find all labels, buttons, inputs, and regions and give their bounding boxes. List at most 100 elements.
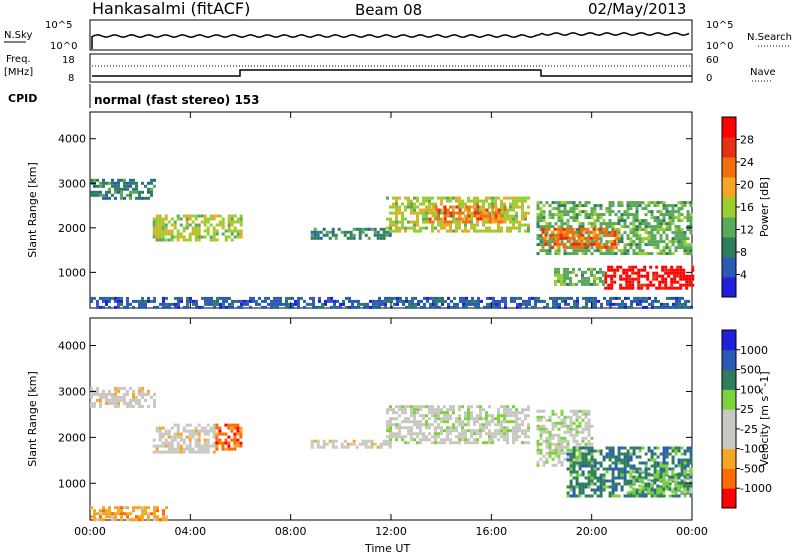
data-cell bbox=[114, 401, 117, 405]
data-cell bbox=[683, 472, 687, 476]
data-cell bbox=[566, 491, 570, 495]
data-cell bbox=[111, 296, 114, 300]
data-cell bbox=[503, 202, 506, 206]
data-cell bbox=[646, 277, 650, 281]
data-cell bbox=[551, 412, 555, 416]
data-cell bbox=[644, 467, 648, 471]
data-cell bbox=[674, 481, 678, 485]
data-cell bbox=[491, 208, 494, 212]
data-cell bbox=[197, 214, 201, 218]
data-cell bbox=[188, 447, 192, 451]
data-cell bbox=[173, 423, 177, 427]
data-cell bbox=[557, 216, 561, 220]
data-cell bbox=[440, 196, 443, 200]
colorbar-segment bbox=[722, 257, 736, 278]
data-cell bbox=[336, 305, 339, 309]
data-cell bbox=[677, 461, 681, 465]
data-cell bbox=[646, 283, 650, 287]
data-cell bbox=[608, 222, 612, 226]
data-cell bbox=[620, 458, 624, 462]
data-cell bbox=[521, 211, 524, 215]
data-cell bbox=[117, 181, 120, 185]
data-cell bbox=[563, 421, 567, 425]
data-cell bbox=[182, 447, 186, 451]
data-cell bbox=[587, 452, 591, 456]
data-cell bbox=[625, 268, 629, 272]
data-cell bbox=[342, 302, 345, 306]
data-cell bbox=[458, 432, 461, 436]
data-cell bbox=[236, 426, 240, 430]
data-cell bbox=[161, 441, 165, 445]
colorbar-segment bbox=[722, 468, 736, 489]
data-cell bbox=[659, 222, 663, 226]
data-cell bbox=[176, 435, 180, 439]
data-cell bbox=[209, 214, 213, 218]
data-cell bbox=[197, 429, 201, 433]
data-cell bbox=[337, 227, 341, 231]
data-cell bbox=[662, 216, 666, 220]
data-cell bbox=[548, 451, 552, 455]
data-cell bbox=[656, 472, 660, 476]
data-cell bbox=[602, 273, 605, 277]
data-cell bbox=[647, 231, 651, 235]
data-cell bbox=[236, 441, 240, 445]
data-cell bbox=[405, 305, 408, 309]
data-cell bbox=[206, 450, 210, 454]
data-cell bbox=[470, 205, 474, 209]
data-cell bbox=[575, 418, 579, 422]
data-cell bbox=[102, 196, 105, 200]
data-cell bbox=[218, 223, 222, 227]
data-cell bbox=[569, 461, 573, 465]
data-cell bbox=[581, 418, 585, 422]
data-cell bbox=[440, 432, 443, 436]
x-tick-label: 08:00 bbox=[275, 525, 307, 538]
data-cell bbox=[458, 423, 461, 427]
data-cell bbox=[584, 442, 588, 446]
data-cell bbox=[668, 467, 672, 471]
data-cell bbox=[352, 236, 356, 240]
data-cell bbox=[588, 299, 591, 303]
data-cell bbox=[239, 235, 243, 239]
data-cell bbox=[117, 404, 120, 408]
data-cell bbox=[677, 487, 681, 491]
data-cell bbox=[604, 271, 608, 275]
data-cell bbox=[590, 470, 594, 474]
data-cell bbox=[659, 452, 663, 456]
data-cell bbox=[510, 296, 513, 300]
data-cell bbox=[607, 265, 611, 269]
data-cell bbox=[566, 201, 570, 205]
data-cell bbox=[677, 231, 681, 235]
data-cell bbox=[111, 184, 114, 188]
data-cell bbox=[464, 429, 467, 433]
data-cell bbox=[680, 479, 684, 483]
data-cell bbox=[616, 265, 620, 269]
data-cell bbox=[575, 228, 579, 232]
data-cell bbox=[117, 509, 120, 513]
data-cell bbox=[585, 296, 588, 300]
data-cell bbox=[563, 276, 566, 280]
data-cell bbox=[653, 470, 657, 474]
data-cell bbox=[578, 494, 582, 498]
data-cell bbox=[563, 222, 567, 226]
data-cell bbox=[524, 214, 527, 218]
data-cell bbox=[455, 199, 458, 203]
data-cell bbox=[389, 405, 392, 409]
data-cell bbox=[422, 208, 425, 212]
data-cell bbox=[572, 270, 575, 274]
data-cell bbox=[630, 305, 633, 309]
data-cell bbox=[683, 467, 687, 471]
data-cell bbox=[683, 234, 687, 238]
data-cell bbox=[644, 231, 648, 235]
data-cell bbox=[123, 178, 126, 182]
data-cell bbox=[522, 299, 525, 303]
data-cell bbox=[608, 455, 612, 459]
data-cell bbox=[584, 461, 588, 465]
data-cell bbox=[500, 214, 504, 218]
data-cell bbox=[164, 444, 168, 448]
data-cell bbox=[470, 226, 473, 230]
data-cell bbox=[563, 210, 567, 214]
data-cell bbox=[668, 240, 672, 244]
data-cell bbox=[419, 229, 422, 233]
data-cell bbox=[452, 423, 455, 427]
